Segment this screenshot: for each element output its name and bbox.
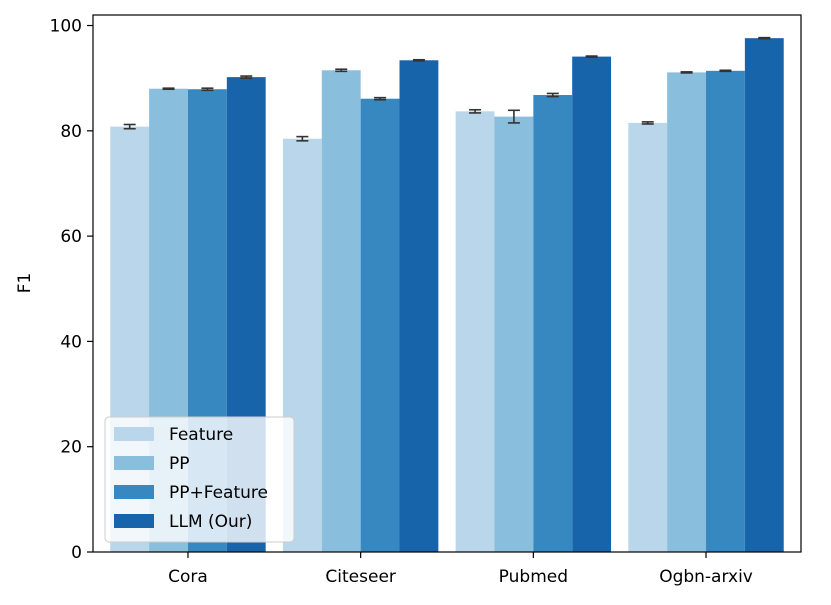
bar-feature-ogbn-arxiv	[628, 122, 668, 553]
error-bar	[469, 108, 482, 114]
error-bar	[641, 121, 654, 125]
legend-label: LLM (Our)	[169, 512, 252, 532]
bar-pp-pubmed	[494, 116, 534, 553]
y-tick-label: 100	[50, 17, 82, 37]
legend-swatch	[114, 514, 154, 528]
x-tick-label: Citeseer	[325, 567, 395, 587]
error-bar	[719, 69, 732, 73]
legend-swatch	[114, 485, 154, 499]
error-bar	[296, 135, 309, 142]
bar-feature-pubmed	[455, 111, 495, 552]
x-tick-label: Cora	[168, 567, 208, 587]
bar-pp-citeseer	[321, 70, 361, 552]
error-bar	[162, 87, 175, 91]
y-tick-label: 60	[60, 227, 82, 247]
error-bar	[123, 123, 136, 130]
bar-llm-our--pubmed	[572, 56, 612, 553]
error-bar	[335, 68, 348, 73]
legend-swatch	[114, 427, 154, 441]
x-axis: Cora Citeseer Pubmed Ogbn-arxiv	[168, 552, 753, 587]
error-bar	[758, 36, 771, 40]
y-tick-label: 20	[60, 438, 82, 458]
legend-swatch	[114, 456, 154, 470]
legend: Feature PP PP+Feature LLM (Our)	[104, 416, 295, 543]
y-axis: 0 20 40 60 80 100	[50, 17, 93, 563]
bar-pp-feature-ogbn-arxiv	[706, 70, 745, 552]
legend-box	[104, 416, 295, 543]
x-tick-label: Ogbn-arxiv	[659, 567, 753, 587]
y-axis-title: F1	[15, 273, 35, 294]
bar-llm-our--ogbn-arxiv	[744, 38, 784, 553]
error-bar	[507, 109, 520, 124]
legend-label: PP	[169, 454, 190, 474]
bar-pp-feature-citeseer	[360, 98, 400, 553]
error-bars	[123, 36, 771, 142]
plot-frame	[92, 14, 802, 553]
error-bar	[374, 96, 387, 101]
bars	[110, 38, 784, 553]
bar-llm-our--citeseer	[399, 60, 439, 552]
error-bar	[240, 75, 253, 79]
y-tick-label: 40	[60, 332, 82, 352]
error-bar	[412, 58, 425, 62]
legend-label: PP+Feature	[169, 483, 268, 503]
error-bar	[546, 92, 559, 98]
bar-pp-ogbn-arxiv	[667, 72, 707, 552]
y-tick-label: 0	[71, 543, 82, 563]
x-tick-label: Pubmed	[499, 567, 568, 587]
error-bar	[680, 71, 693, 74]
legend-label: Feature	[169, 425, 233, 445]
error-bar	[585, 55, 598, 58]
y-tick-label: 80	[60, 122, 82, 142]
bar-pp-feature-pubmed	[533, 95, 573, 553]
error-bar	[201, 87, 214, 92]
